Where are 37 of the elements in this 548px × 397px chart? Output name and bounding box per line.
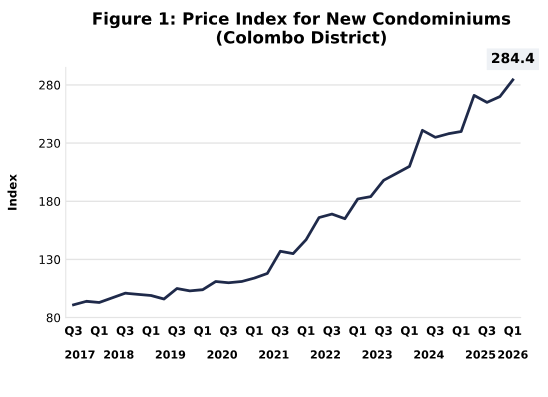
text: 2026	[498, 350, 528, 359]
x-tick-label: Q1	[349, 326, 366, 337]
text: 2018	[104, 350, 134, 359]
data-label: 284.4	[492, 52, 534, 64]
chart-title: Figure 1: Price Index for New Condominiums (Colombo District)	[93, 12, 510, 46]
text: 2025	[466, 350, 496, 359]
x-tick-label: Q1	[298, 326, 314, 337]
x-tick-label: Q1	[90, 326, 108, 337]
text: 2023	[362, 350, 392, 359]
x-tick-label: Q3	[272, 326, 288, 337]
x-tick-label: Q3	[323, 326, 340, 337]
text: 2019	[156, 350, 186, 359]
text: 2017	[65, 350, 95, 359]
y-tick-label: 130	[40, 255, 60, 264]
x-tick-label: Q3	[478, 326, 496, 337]
x-tick-label: Q1	[246, 326, 263, 337]
line-series	[72, 78, 514, 306]
x-tick-label: Q1	[452, 326, 470, 337]
y-tick-label: 180	[40, 196, 60, 206]
text: 2021	[259, 350, 288, 359]
text: 2024	[414, 350, 444, 359]
x-tick-label: Q1	[400, 326, 418, 337]
text: 2022	[310, 350, 340, 359]
y-axis-title: Index	[7, 174, 17, 210]
x-tick-label: Q3	[116, 326, 134, 337]
x-tick-label: Q3	[426, 326, 444, 337]
y-tick-label: 230	[39, 138, 60, 148]
x-tick-label: Q1	[194, 326, 212, 337]
x-tick-label: Q3	[64, 326, 82, 337]
x-tick-label: Q1	[504, 326, 522, 337]
x-tick-label: Q3	[375, 326, 392, 337]
text: 2020	[208, 350, 238, 359]
x-tick-label: Q3	[220, 326, 237, 337]
x-tick-label: Q1	[142, 326, 160, 337]
y-tick-label: 280	[39, 80, 60, 90]
y-tick-label: 80	[46, 313, 60, 322]
x-tick-label: Q3	[168, 326, 186, 337]
